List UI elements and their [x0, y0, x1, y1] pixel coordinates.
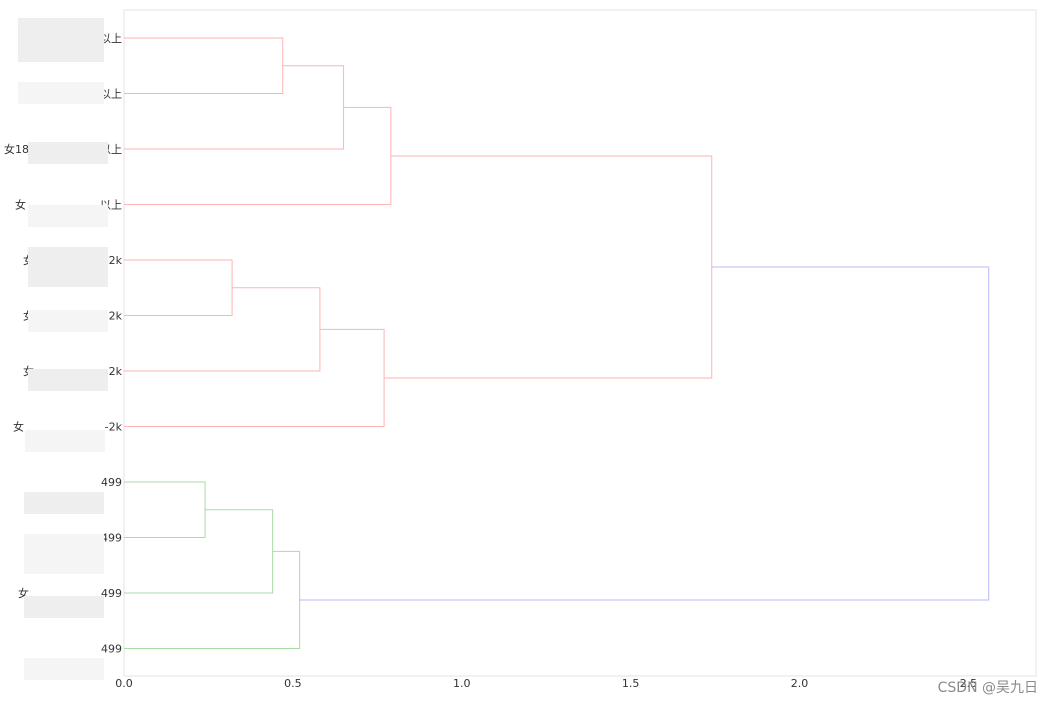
- watermark: CSDN @吴九日: [937, 680, 1038, 696]
- leaf-label-1: 以上: [100, 88, 122, 101]
- leaf-partial-leaf_3: 女18: [4, 142, 29, 156]
- dendrogram-link-10: [299, 266, 990, 601]
- dendrogram-link-4: [124, 287, 321, 372]
- dendrogram-link-6: [384, 155, 713, 379]
- redaction-block-0: [18, 18, 104, 62]
- redaction-block-5: [28, 310, 108, 332]
- leaf-label-5: -2k: [105, 310, 123, 323]
- plot-frame: [123, 9, 1037, 677]
- dendrogram-link-9: [124, 550, 301, 649]
- redaction-block-9: [24, 534, 104, 574]
- redaction-block-4: [28, 247, 108, 287]
- redaction-block-1: [18, 82, 104, 104]
- leaf-partial-leaf_11: 女: [18, 586, 29, 600]
- dendrogram-link-2: [124, 106, 392, 205]
- redaction-block-10: [24, 596, 104, 618]
- x-tick-1: 0.5: [284, 677, 302, 690]
- dendrogram-link-7: [124, 481, 206, 538]
- leaf-label-11: 499: [101, 643, 122, 656]
- redaction-block-6: [28, 369, 108, 391]
- leaf-label-7: -2k: [105, 421, 123, 434]
- dendrogram-link-5: [124, 328, 385, 427]
- dendrogram-link-0: [124, 37, 284, 94]
- dendrogram-link-8: [124, 509, 274, 594]
- leaf-label-9: 499: [101, 532, 122, 545]
- redaction-block-8: [24, 492, 104, 514]
- redaction-block-2: [28, 142, 108, 164]
- x-tick-2: 1.0: [453, 677, 471, 690]
- leaf-label-8: 499: [101, 476, 122, 489]
- leaf-label-6: -2k: [105, 365, 123, 378]
- leaf-partial-leaf_4: 女: [15, 198, 26, 212]
- x-tick-4: 2.0: [791, 677, 809, 690]
- x-tick-5: 2.5: [960, 677, 978, 690]
- dendrogram-link-3: [124, 259, 233, 316]
- leaf-label-4: -2k: [105, 254, 123, 267]
- dendrogram-link-1: [124, 65, 345, 150]
- leaf-partial-leaf_8: 女: [13, 420, 24, 434]
- leaf-label-0: 以上: [100, 32, 122, 45]
- redaction-block-3: [28, 205, 108, 227]
- x-tick-3: 1.5: [622, 677, 640, 690]
- leaf-label-10: 499: [101, 587, 122, 600]
- redaction-block-11: [24, 658, 104, 680]
- redaction-block-7: [25, 430, 105, 452]
- x-tick-0: 0.0: [115, 677, 133, 690]
